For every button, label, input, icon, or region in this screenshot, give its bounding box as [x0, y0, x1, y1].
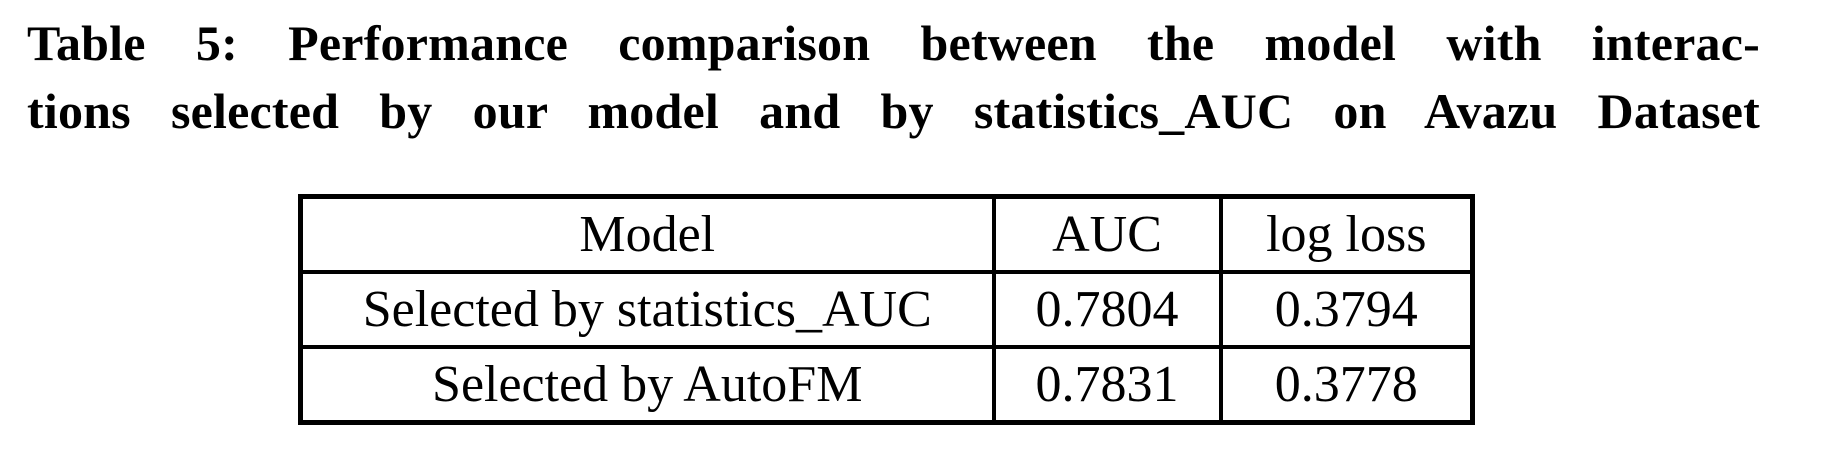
- header-row: Model AUC log loss: [298, 194, 1475, 274]
- cell-logloss-statistics-auc: 0.3794: [1218, 270, 1475, 349]
- column-header-logloss: log loss: [1218, 194, 1475, 274]
- caption-line-1: Table 5: Performance comparison between …: [27, 15, 1760, 71]
- cell-logloss-autofm: 0.3778: [1218, 345, 1475, 425]
- column-header-auc: AUC: [991, 194, 1223, 274]
- results-table: Model AUC log loss Selected by statistic…: [298, 194, 1475, 425]
- column-header-model: Model: [298, 194, 996, 274]
- cell-model-statistics-auc: Selected by statistics_AUC: [298, 270, 996, 349]
- cell-auc-autofm: 0.7831: [991, 345, 1223, 425]
- caption-line-2: tions selected by our model and by stati…: [27, 83, 1760, 139]
- cell-model-autofm: Selected by AutoFM: [298, 345, 996, 425]
- table-caption: Table 5: Performance comparison between …: [27, 9, 1760, 145]
- cell-auc-statistics-auc: 0.7804: [991, 270, 1223, 349]
- table-row: Selected by statistics_AUC 0.7804 0.3794: [298, 270, 1475, 349]
- table-row: Selected by AutoFM 0.7831 0.3778: [298, 345, 1475, 425]
